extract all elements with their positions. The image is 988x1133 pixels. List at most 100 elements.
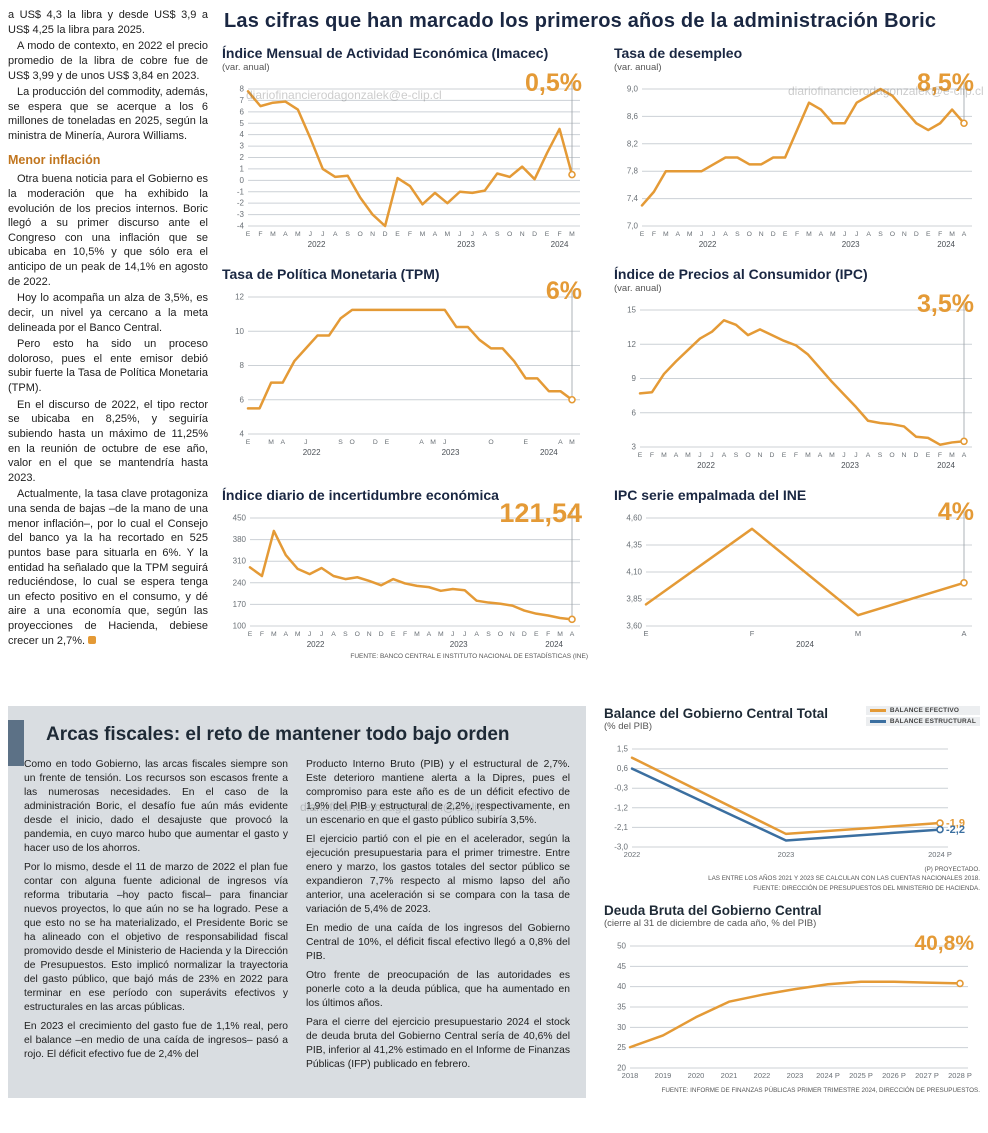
svg-text:-2: -2 [237, 199, 245, 208]
chart-title: Tasa de Política Monetaria (TPM) [222, 266, 440, 282]
svg-text:2024: 2024 [796, 640, 814, 649]
svg-text:2: 2 [240, 153, 245, 162]
svg-text:2027 P: 2027 P [915, 1071, 939, 1080]
svg-text:N: N [902, 452, 907, 459]
svg-text:M: M [829, 452, 835, 459]
svg-text:25: 25 [617, 1043, 626, 1052]
legend-item-estructural: BALANCE ESTRUCTURAL [865, 717, 980, 726]
chart-cell-balance: Balance del Gobierno Central Total (% de… [604, 706, 980, 893]
svg-text:A: A [723, 231, 728, 238]
svg-text:2022: 2022 [697, 461, 715, 470]
svg-text:-3,0: -3,0 [614, 843, 628, 852]
svg-text:2026 P: 2026 P [882, 1071, 906, 1080]
page-title: Las cifras que han marcado los primeros … [224, 10, 937, 32]
desempleo-line-chart: 8,5% 9,0 8,6 8,2 7,8 7,4 7,0 E F M A M J J A S O N D E F M A M… [614, 69, 980, 250]
svg-text:8,2: 8,2 [627, 139, 639, 148]
svg-text:3: 3 [240, 142, 245, 151]
article-paragraph: A modo de contexto, en 2022 el precio pr… [8, 40, 208, 82]
svg-text:E: E [395, 231, 400, 238]
svg-text:F: F [260, 631, 264, 638]
chart-cell-imacec: Índice Mensual de Actividad Económica (I… [222, 45, 588, 250]
svg-text:S: S [878, 231, 883, 238]
svg-text:E: E [534, 631, 539, 638]
article-paragraph: Actualmente, la tasa clave protagoniza u… [8, 487, 208, 648]
article-paragraph: En el discurso de 2022, el tipo rector s… [8, 398, 208, 484]
svg-text:A: A [427, 631, 432, 638]
svg-text:A: A [866, 452, 871, 459]
svg-text:F: F [557, 231, 561, 238]
svg-text:M: M [830, 231, 836, 238]
svg-text:-2,1: -2,1 [614, 823, 628, 832]
final-value-label: 40,8% [914, 932, 974, 956]
title-accent-bar [8, 720, 24, 766]
svg-text:J: J [855, 231, 858, 238]
svg-text:-1,9: -1,9 [946, 818, 965, 830]
svg-text:O: O [890, 231, 895, 238]
svg-text:J: J [710, 452, 713, 459]
svg-text:M: M [420, 231, 426, 238]
svg-text:F: F [408, 231, 412, 238]
svg-text:J: J [698, 452, 701, 459]
footnote: (P) PROYECTADO. [924, 866, 980, 873]
fiscal-paragraph: En medio de una caída de los ingresos de… [306, 923, 570, 962]
svg-text:A: A [331, 631, 336, 638]
legend-item-efectivo: BALANCE EFECTIVO [865, 706, 980, 715]
fiscal-title: Arcas fiscales: el reto de mantener todo… [46, 724, 510, 745]
left-article-column: a US$ 4,3 la libra y desde US$ 3,9 a US$… [8, 8, 208, 660]
svg-text:2023: 2023 [841, 461, 859, 470]
svg-text:F: F [650, 452, 654, 459]
svg-text:2024 P: 2024 P [928, 850, 952, 859]
svg-text:F: F [546, 631, 550, 638]
svg-text:50: 50 [617, 942, 626, 951]
svg-text:450: 450 [233, 514, 247, 523]
svg-text:8: 8 [240, 85, 245, 94]
svg-text:O: O [358, 231, 363, 238]
svg-text:M: M [445, 231, 451, 238]
svg-text:A: A [419, 439, 424, 446]
svg-text:J: J [471, 231, 474, 238]
orange-line-swatch-icon [869, 709, 886, 712]
chart-cell-tpm: Tasa de Política Monetaria (TPM) 6% 12 10… [222, 266, 588, 471]
fiscal-column-2: Producto Interno Bruto (PIB) y el estruc… [306, 758, 570, 1077]
chart-title: Índice Mensual de Actividad Económica (I… [222, 45, 549, 61]
fiscal-paragraph: Como en todo Gobierno, las arcas fiscale… [24, 759, 288, 854]
svg-text:2024: 2024 [551, 240, 569, 249]
svg-text:D: D [914, 231, 919, 238]
svg-text:12: 12 [235, 293, 244, 302]
svg-text:2021: 2021 [721, 1071, 738, 1080]
chart-title: IPC serie empalmada del INE [614, 487, 807, 503]
final-value-label: 8,5% [917, 69, 974, 97]
bottom-section: Arcas fiscales: el reto de mantener todo… [0, 706, 988, 1106]
svg-text:6: 6 [240, 395, 245, 404]
deuda-footnote: FUENTE: INFORME DE FINANZAS PÚBLICAS PRI… [661, 1087, 980, 1095]
chart-subtitle: (var. anual) [614, 62, 662, 73]
fiscal-paragraph: Para el cierre del ejercicio presupuesta… [306, 1017, 570, 1070]
deuda-line-chart: 40,8% 50 45 40 35 30 25 20 2018 2019 2020 2021 2022… [604, 932, 980, 1084]
svg-text:M: M [270, 231, 276, 238]
svg-text:S: S [734, 452, 739, 459]
svg-text:310: 310 [233, 557, 247, 566]
svg-text:4,10: 4,10 [626, 568, 642, 577]
svg-text:S: S [486, 631, 491, 638]
svg-text:O: O [498, 631, 503, 638]
svg-text:6: 6 [240, 107, 245, 116]
svg-text:0: 0 [240, 176, 245, 185]
svg-text:E: E [638, 452, 643, 459]
svg-text:A: A [474, 631, 479, 638]
svg-text:9,0: 9,0 [627, 85, 639, 94]
svg-text:-0,3: -0,3 [614, 784, 628, 793]
svg-text:8,6: 8,6 [627, 112, 639, 121]
svg-text:N: N [758, 452, 763, 459]
svg-text:N: N [759, 231, 764, 238]
svg-text:15: 15 [627, 306, 636, 315]
svg-text:F: F [938, 452, 942, 459]
svg-text:4,35: 4,35 [626, 541, 642, 550]
svg-text:M: M [663, 231, 669, 238]
ipc-empalmada-line-chart: 4% 4,60 4,35 4,10 3,85 3,60 E F M A 2024 [614, 498, 980, 650]
svg-text:E: E [246, 231, 251, 238]
svg-text:7,8: 7,8 [627, 167, 639, 176]
svg-text:O: O [745, 452, 750, 459]
svg-text:M: M [557, 631, 563, 638]
svg-text:1,5: 1,5 [617, 745, 629, 754]
svg-text:J: J [458, 231, 461, 238]
